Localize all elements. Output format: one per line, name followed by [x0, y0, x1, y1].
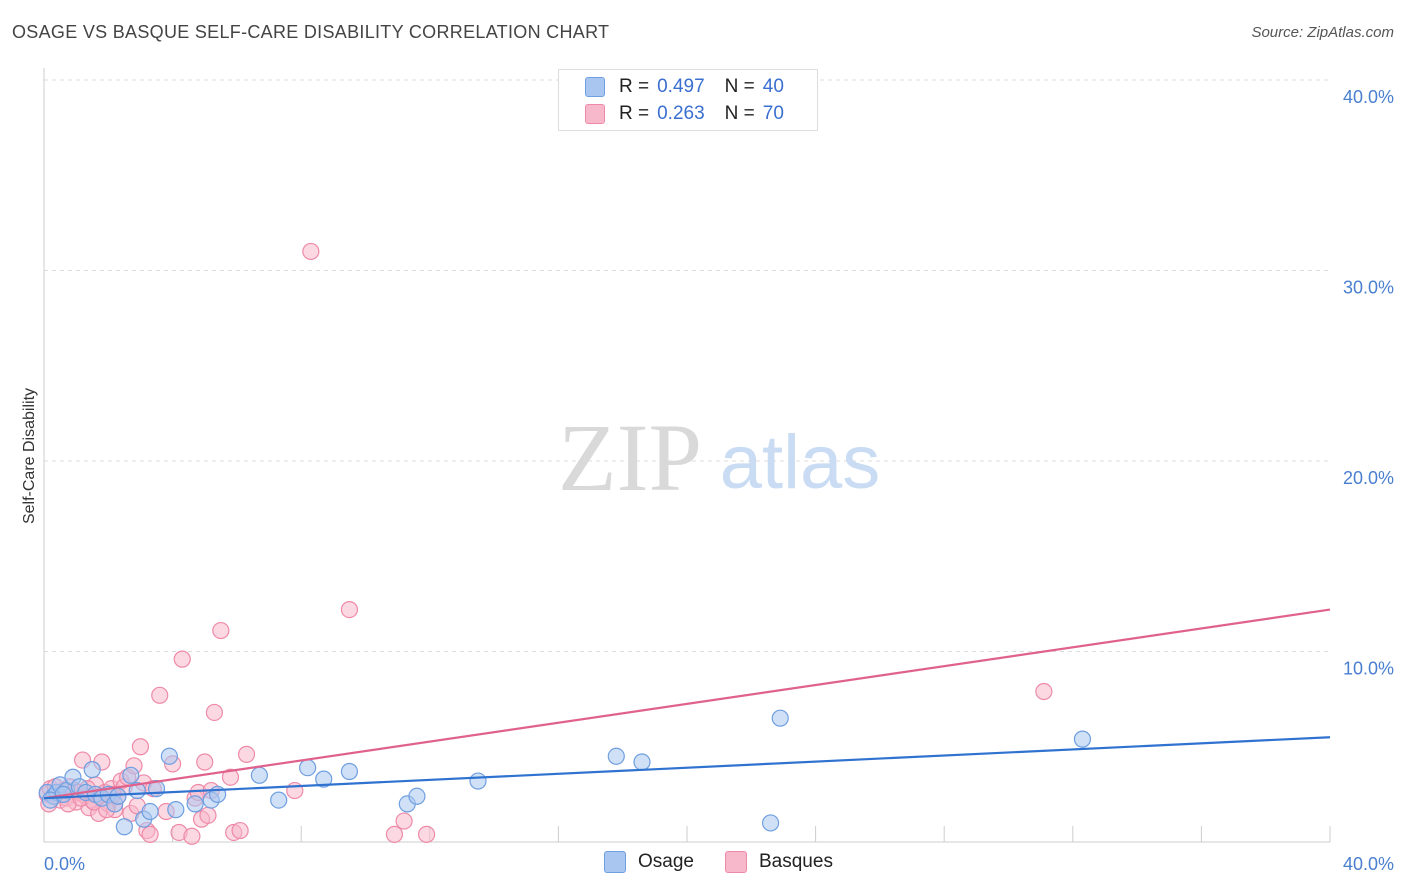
y-tick-label: 20.0%	[1343, 468, 1394, 488]
osage-swatch	[585, 77, 605, 97]
y-tick-label: 40.0%	[1343, 87, 1394, 107]
y-tick-label: 30.0%	[1343, 278, 1394, 298]
osage-point	[186, 795, 204, 813]
basques-legend-label: Basques	[759, 851, 833, 872]
basques-point	[302, 242, 320, 261]
basques-point	[196, 753, 214, 771]
basques-point	[417, 825, 436, 843]
x-tick-labels: 0.0% 40.0%	[44, 854, 1394, 874]
watermark-atlas: atlas	[720, 420, 881, 505]
osage-point	[408, 787, 426, 805]
osage-point	[1073, 730, 1092, 748]
basques-point	[151, 686, 169, 704]
trend-lines	[43, 608, 1331, 800]
osage-legend-label: Osage	[638, 851, 694, 872]
basques-point	[173, 650, 191, 668]
source-label: Source: ZipAtlas.com	[1251, 24, 1394, 41]
watermark: ZIP atlas	[558, 404, 880, 511]
basques-point	[199, 806, 217, 824]
n-value-basques: 70	[762, 103, 784, 124]
osage-trend-line	[43, 736, 1331, 800]
r-label: R =	[619, 103, 650, 124]
osage-legend-swatch	[604, 851, 626, 873]
osage-point	[141, 802, 159, 821]
n-label: N =	[724, 103, 755, 124]
osage-point	[761, 814, 780, 832]
basques-point	[205, 703, 223, 722]
basques-trend-line	[43, 608, 1331, 800]
basques-point	[237, 745, 256, 763]
osage-point	[469, 772, 487, 790]
r-value-osage: 0.497	[657, 76, 705, 97]
watermark-zip: ZIP	[558, 404, 702, 511]
osage-point	[122, 766, 140, 784]
osage-point	[160, 747, 178, 765]
osage-point	[167, 801, 185, 819]
osage-point	[299, 759, 317, 777]
basques-point	[212, 621, 230, 640]
basques-point	[385, 825, 404, 843]
basques-point	[131, 738, 150, 756]
x-tick-label: 40.0%	[1343, 854, 1394, 874]
osage-point	[250, 766, 269, 784]
legend-row-basques: R = 0.263 N = 70	[585, 101, 784, 127]
y-axis-label: Self-Care Disability	[21, 388, 38, 524]
osage-point	[270, 791, 288, 809]
osage-point	[340, 762, 359, 781]
basques-swatch	[585, 104, 605, 124]
basques-point	[183, 827, 201, 845]
osage-point	[315, 770, 333, 788]
basques-points	[38, 242, 1053, 845]
basques-point	[221, 768, 240, 786]
r-value-basques: 0.263	[657, 103, 705, 124]
osage-point	[109, 787, 127, 805]
n-value-osage: 40	[762, 76, 784, 97]
series-legend: Osage Basques	[0, 851, 1406, 879]
n-label: N =	[724, 76, 755, 97]
basques-point	[395, 812, 413, 830]
y-tick-labels: 40.0% 30.0% 20.0% 10.0%	[1343, 87, 1394, 679]
y-tick-label: 10.0%	[1343, 659, 1394, 679]
osage-point	[633, 753, 651, 771]
basques-point	[340, 600, 359, 619]
basques-point	[141, 825, 159, 843]
basques-point	[1035, 682, 1053, 701]
x-tick-label: 0.0%	[44, 854, 85, 874]
osage-points	[38, 709, 1092, 836]
correlation-legend: R = 0.497 N = 40 R = 0.263 N = 70	[558, 69, 818, 131]
osage-point	[607, 747, 625, 765]
osage-point	[115, 818, 133, 836]
legend-row-osage: R = 0.497 N = 40	[585, 74, 784, 100]
legend-item-basques: Basques	[725, 851, 833, 873]
r-label: R =	[619, 76, 650, 97]
chart-title: OSAGE VS BASQUE SELF-CARE DISABILITY COR…	[12, 22, 610, 42]
basques-legend-swatch	[725, 851, 747, 873]
basques-point	[231, 821, 249, 840]
osage-point	[771, 709, 789, 727]
osage-point	[83, 761, 101, 779]
legend-item-osage: Osage	[604, 851, 694, 873]
